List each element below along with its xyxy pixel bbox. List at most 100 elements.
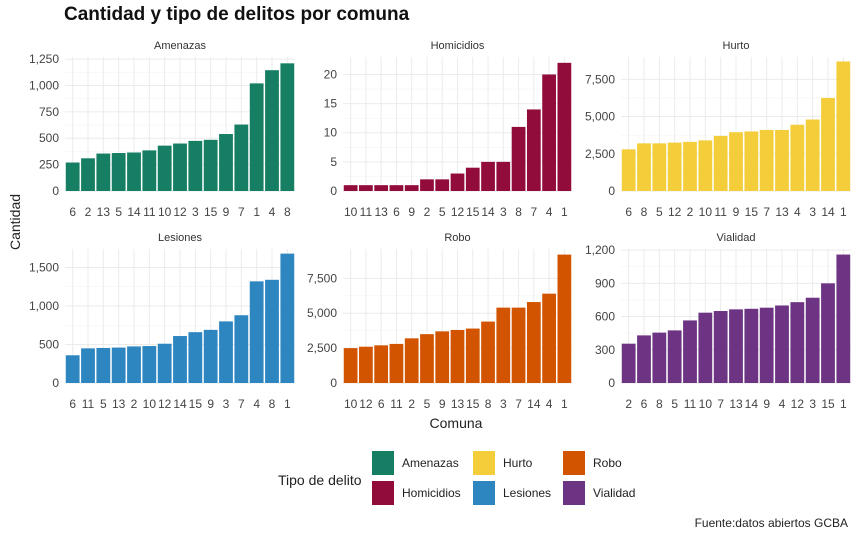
x-tick-label: 11 xyxy=(360,205,373,219)
bar-comuna-15 xyxy=(465,328,480,383)
legend-item-lesiones: Lesiones xyxy=(473,481,551,505)
x-tick-label: 4 xyxy=(269,205,276,219)
bar-comuna-3 xyxy=(805,297,820,383)
bar-comuna-5 xyxy=(652,143,667,191)
x-tick-label: 3 xyxy=(809,397,816,411)
x-tick-label: 13 xyxy=(97,205,111,219)
x-tick-label: 14 xyxy=(745,397,759,411)
y-axis-title: Cantidad xyxy=(7,194,23,250)
x-tick-label: 2 xyxy=(424,205,431,219)
bar-comuna-7 xyxy=(526,109,541,191)
bar-comuna-11 xyxy=(359,185,373,191)
bar-comuna-1 xyxy=(836,254,851,383)
bar-comuna-5 xyxy=(667,330,682,383)
panel-title: Lesiones xyxy=(158,232,203,244)
bar-comuna-14 xyxy=(173,336,187,383)
y-tick-label: 10 xyxy=(324,126,338,140)
panel-title: Amenazas xyxy=(154,40,206,52)
x-tick-label: 6 xyxy=(69,205,76,219)
y-tick-label: 0 xyxy=(330,376,337,390)
bar-comuna-13 xyxy=(374,185,389,191)
x-tick-label: 14 xyxy=(481,205,495,219)
y-tick-label: 5,000 xyxy=(307,306,337,320)
x-tick-label: 7 xyxy=(238,205,245,219)
legend-label: Hurto xyxy=(503,456,533,470)
bar-comuna-8 xyxy=(511,126,526,191)
y-tick-label: 250 xyxy=(39,158,59,172)
bar-comuna-11 xyxy=(81,348,95,383)
bar-comuna-2 xyxy=(404,338,419,383)
y-tick-label: 1,000 xyxy=(29,299,59,313)
y-tick-label: 0 xyxy=(608,184,615,198)
y-tick-label: 2,500 xyxy=(585,147,615,161)
bar-comuna-2 xyxy=(683,141,697,191)
x-tick-label: 8 xyxy=(269,397,276,411)
legend-item-amenazas: Amenazas xyxy=(372,451,459,475)
y-tick-label: 5,000 xyxy=(585,110,615,124)
bar-comuna-4 xyxy=(790,124,805,191)
panel-title: Homicidios xyxy=(431,40,485,52)
legend-title: Tipo de delito xyxy=(278,472,362,488)
bar-comuna-12 xyxy=(667,142,682,191)
bar-comuna-12 xyxy=(790,302,805,383)
bar-comuna-5 xyxy=(435,179,450,191)
x-tick-label: 15 xyxy=(466,205,480,219)
x-tick-label: 9 xyxy=(207,397,214,411)
bar-comuna-12 xyxy=(359,346,373,383)
chart-title: Cantidad y tipo de delitos por comuna xyxy=(64,4,410,25)
x-tick-label: 11 xyxy=(714,205,727,219)
bar-comuna-10 xyxy=(698,312,713,383)
bar-comuna-12 xyxy=(450,173,465,191)
x-tick-label: 3 xyxy=(500,205,507,219)
x-tick-label: 12 xyxy=(158,397,172,411)
legend-label: Vialidad xyxy=(593,486,635,500)
legend-swatch xyxy=(473,481,495,505)
x-tick-label: 6 xyxy=(378,397,385,411)
y-tick-label: 0 xyxy=(52,376,59,390)
bar-comuna-2 xyxy=(81,158,95,191)
bar-comuna-15 xyxy=(203,139,218,191)
bar-comuna-14 xyxy=(526,302,541,383)
x-tick-label: 8 xyxy=(515,205,522,219)
bar-comuna-4 xyxy=(542,74,556,191)
bar-comuna-3 xyxy=(219,321,233,383)
x-tick-label: 10 xyxy=(699,397,713,411)
x-tick-label: 15 xyxy=(204,205,218,219)
x-tick-label: 1 xyxy=(561,397,568,411)
x-tick-label: 13 xyxy=(374,205,388,219)
x-tick-label: 9 xyxy=(439,397,446,411)
bar-comuna-13 xyxy=(111,347,126,383)
bar-comuna-8 xyxy=(637,143,651,191)
x-tick-label: 7 xyxy=(238,397,245,411)
bar-comuna-7 xyxy=(713,311,728,383)
bar-comuna-7 xyxy=(511,307,526,383)
bar-comuna-10 xyxy=(157,145,172,191)
x-tick-label: 2 xyxy=(687,205,694,219)
x-tick-label: 8 xyxy=(656,397,663,411)
y-tick-label: 900 xyxy=(595,276,615,290)
x-tick-label: 12 xyxy=(359,397,373,411)
x-tick-label: 8 xyxy=(485,397,492,411)
x-tick-label: 4 xyxy=(794,205,801,219)
x-tick-label: 3 xyxy=(500,397,507,411)
bar-comuna-14 xyxy=(481,161,495,191)
y-tick-label: 300 xyxy=(595,343,615,357)
bar-comuna-13 xyxy=(775,129,789,191)
x-tick-label: 13 xyxy=(775,205,789,219)
bar-comuna-15 xyxy=(744,131,759,191)
x-tick-label: 2 xyxy=(85,205,92,219)
x-tick-label: 9 xyxy=(223,205,230,219)
bar-comuna-11 xyxy=(389,343,404,383)
bar-comuna-5 xyxy=(111,153,126,191)
legend-label: Amenazas xyxy=(402,456,459,470)
bar-comuna-4 xyxy=(265,70,279,191)
y-tick-label: 20 xyxy=(324,67,338,81)
bar-comuna-9 xyxy=(203,329,218,383)
legend-swatch xyxy=(563,451,585,475)
bar-comuna-14 xyxy=(821,97,835,191)
x-tick-label: 10 xyxy=(158,205,172,219)
x-tick-label: 13 xyxy=(451,397,465,411)
x-tick-label: 8 xyxy=(641,205,648,219)
